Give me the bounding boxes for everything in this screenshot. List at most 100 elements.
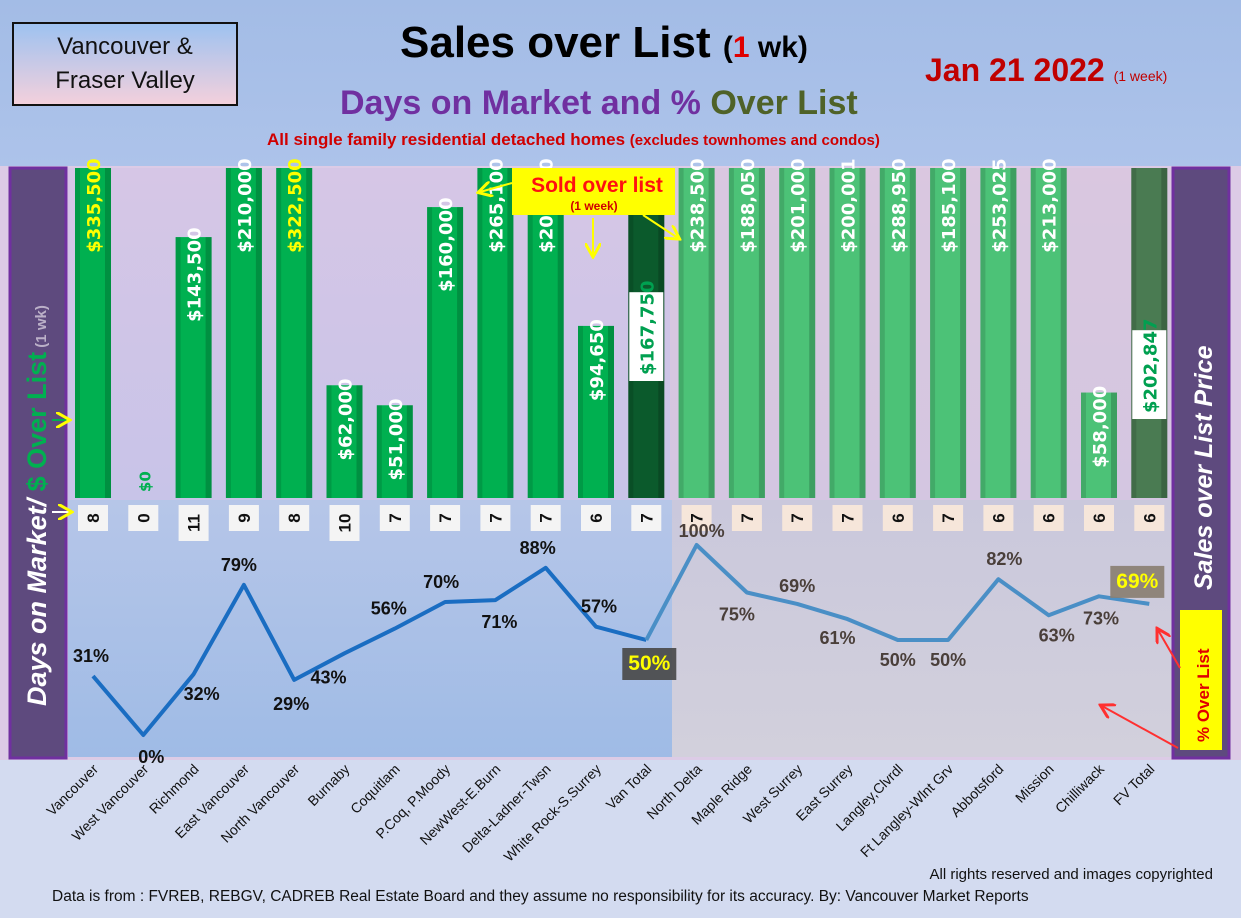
note: All single family residential detached h… [267,130,880,150]
title-num: 1 [732,31,750,64]
bar [376,405,413,498]
days-box [228,505,259,531]
pct-label: 63% [1039,625,1075,645]
pct-label: 61% [819,628,855,648]
days-label: 6 [989,513,1008,522]
left-axis-label: Days on Market/ $ Over List (1 wk) [22,305,52,706]
days-box [983,505,1014,531]
bar [779,168,816,498]
bar-shade [779,168,785,498]
pct-label: 79% [221,555,257,575]
red-arrow-icon [1102,706,1179,749]
right-axis-label: Sales over List Price [1190,345,1218,590]
days-box [279,505,310,531]
pct-label: 100% [679,521,725,541]
pct-label: 69% [1116,570,1158,593]
bar-shade [326,385,332,498]
bar-shade [205,237,212,498]
pct-legend-label: % Over List [1194,648,1213,742]
bar-value-label: $0 [136,471,154,492]
left-axis-panel [8,166,68,760]
left-axis-label-a: Days on Market/ [22,491,52,706]
bar-shade [980,168,986,498]
days-box [178,505,209,541]
bar [427,207,464,498]
bar-value-label: $200,001 [839,158,860,253]
bar-value-label: $210,000 [235,158,256,253]
bar-shade [255,168,262,498]
pct-legend-box [1180,610,1222,750]
pct-label: 56% [371,599,407,619]
days-label: 6 [1040,513,1059,522]
days-label: 6 [587,513,606,522]
pct-label-box [622,648,677,680]
days-label: 7 [839,513,858,522]
date-small: (1 week) [1113,68,1168,84]
bar-value-label: $202,847 [1140,318,1161,413]
left-axis-label-c: (1 wk) [33,305,50,352]
days-box [731,505,762,531]
footer-source: Data is from : FVREB, REBGV, CADREB Real… [52,888,1029,905]
bar-shade [105,168,111,498]
days-box [128,505,159,531]
pct-label: 73% [1083,608,1119,628]
bar-value-label: $322,500 [285,158,306,253]
days-box [1084,505,1114,531]
days-label: 6 [889,513,908,522]
callout-main: Sold over list [531,174,663,197]
bar-shade [507,168,514,498]
bar [930,168,967,498]
bar-shade [829,168,835,498]
bar-shade [175,237,181,498]
bar-shade [909,168,916,498]
bar-value-label: $253,025 [989,158,1010,253]
bar-shade [608,325,614,498]
bar-shade [527,168,533,498]
days-label: 8 [285,513,304,522]
left-axis-label-b: $ Over List [22,352,52,492]
footer-bg [0,760,1241,918]
days-label: 11 [185,514,204,532]
days-label: 7 [939,513,958,522]
days-label: 7 [637,513,656,522]
line-area-bg-van [68,500,672,757]
page-title: Sales over List (1 wk) [400,18,808,68]
pct-label: 88% [520,538,556,558]
callout-sub: (1 week) [570,199,617,213]
total-label-box [629,292,664,381]
days-box [933,505,964,531]
days-label: 7 [486,513,505,522]
bar [175,237,212,498]
yellow-arrow-icon [480,183,513,192]
bar [1081,392,1117,498]
bar [1030,168,1067,498]
bar-value-label: $58,000 [1090,386,1111,468]
days-box [78,505,108,531]
bar-value-label: $238,500 [688,158,709,253]
days-label: 7 [386,513,405,522]
days-box [882,505,913,531]
bar-value-label: $288,950 [889,158,910,253]
bar-shade [1010,168,1017,498]
bar-shade [477,168,483,498]
bar [276,168,313,498]
pct-label: 70% [423,572,459,592]
days-label: 7 [688,513,707,522]
days-label: 7 [537,513,556,522]
bar [678,168,715,498]
bar-shade [376,405,382,498]
bar-value-label: $143,500 [185,227,206,322]
bar-value-label: $94,650 [587,319,608,401]
bar-shade [356,385,363,498]
callout-box [512,168,675,215]
bar-shade [75,168,80,498]
days-box [480,505,511,531]
pct-label: 50% [628,652,670,675]
bar [829,168,866,498]
subtitle: Days on Market and % Over List [340,84,858,123]
pct-label-box [1110,565,1165,598]
bar-shade [557,168,564,498]
pct-label: 69% [779,576,815,596]
bar-value-label: $335,500 [84,158,105,253]
